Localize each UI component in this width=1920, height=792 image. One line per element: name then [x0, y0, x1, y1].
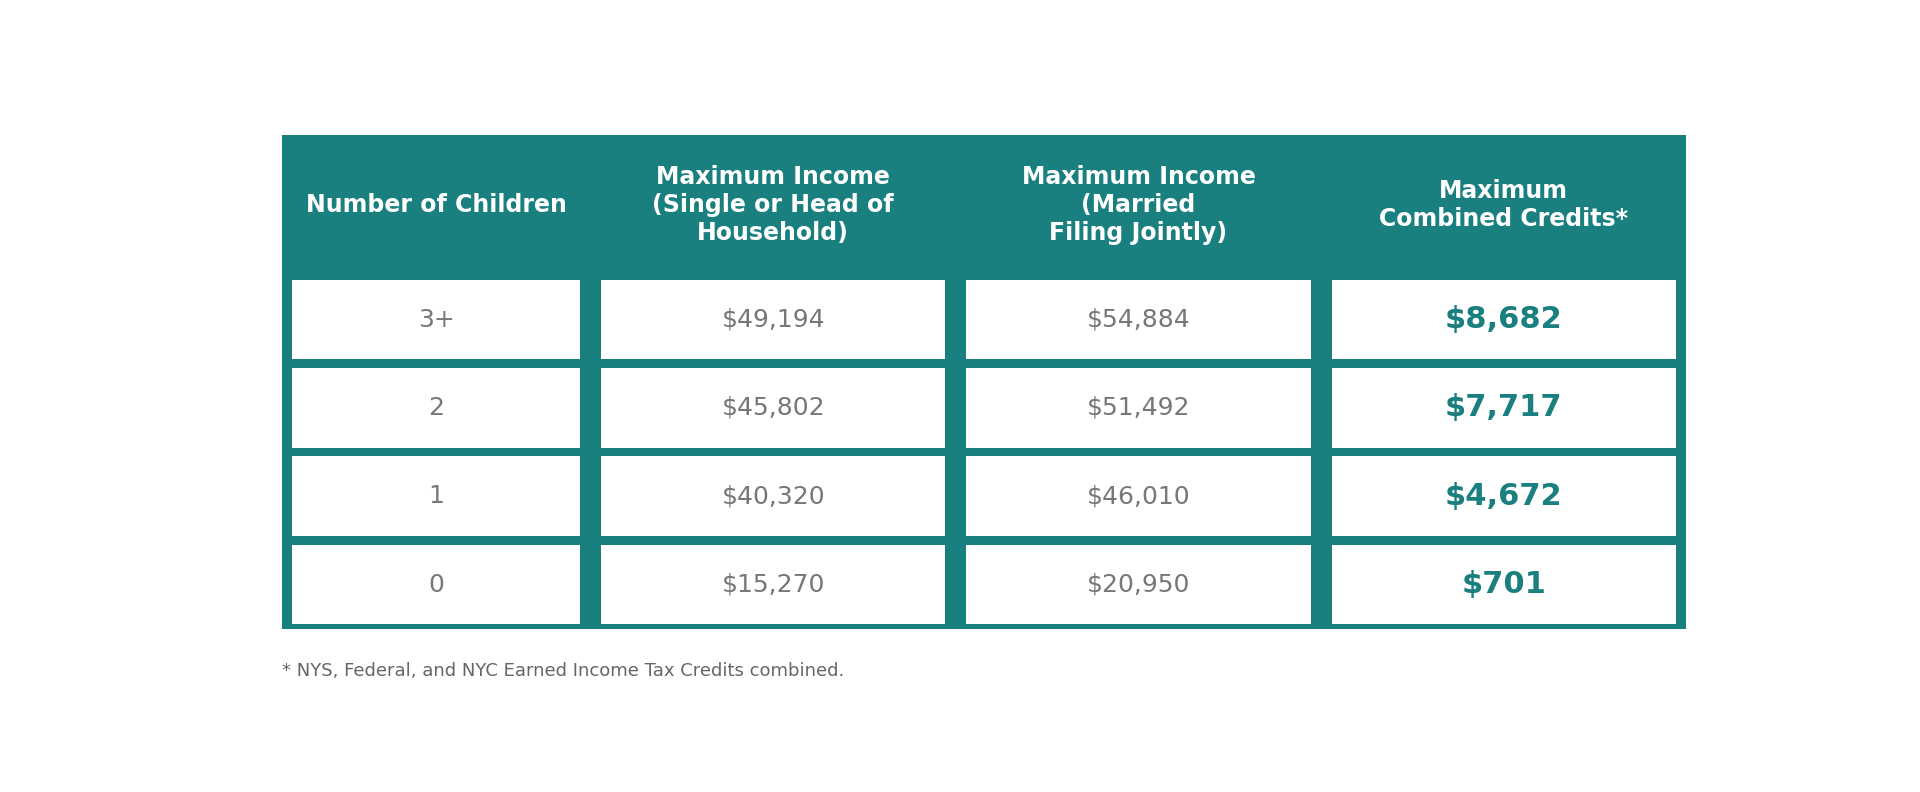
Text: $4,672: $4,672 — [1446, 482, 1563, 511]
FancyBboxPatch shape — [966, 280, 1311, 360]
Text: Maximum
Combined Credits*: Maximum Combined Credits* — [1379, 179, 1628, 231]
Text: $49,194: $49,194 — [722, 307, 826, 332]
FancyBboxPatch shape — [292, 368, 580, 447]
Text: Maximum Income
(Married
Filing Jointly): Maximum Income (Married Filing Jointly) — [1021, 166, 1256, 245]
Text: $40,320: $40,320 — [722, 484, 826, 508]
Text: 3+: 3+ — [419, 307, 455, 332]
Text: 1: 1 — [428, 484, 444, 508]
FancyBboxPatch shape — [1332, 280, 1676, 360]
Text: $45,802: $45,802 — [722, 396, 826, 420]
Text: $54,884: $54,884 — [1087, 307, 1190, 332]
FancyBboxPatch shape — [966, 545, 1311, 624]
FancyBboxPatch shape — [1332, 456, 1676, 536]
Text: $7,717: $7,717 — [1446, 394, 1563, 422]
FancyBboxPatch shape — [1332, 368, 1676, 447]
FancyBboxPatch shape — [966, 456, 1311, 536]
FancyBboxPatch shape — [292, 280, 580, 360]
Text: $8,682: $8,682 — [1446, 305, 1563, 334]
Text: 2: 2 — [428, 396, 444, 420]
FancyBboxPatch shape — [1332, 545, 1676, 624]
Text: $701: $701 — [1461, 570, 1546, 599]
Text: $20,950: $20,950 — [1087, 573, 1190, 596]
Text: $51,492: $51,492 — [1087, 396, 1190, 420]
Text: Maximum Income
(Single or Head of
Household): Maximum Income (Single or Head of Househ… — [653, 166, 895, 245]
Text: $15,270: $15,270 — [722, 573, 826, 596]
FancyBboxPatch shape — [282, 135, 1686, 629]
Text: $46,010: $46,010 — [1087, 484, 1190, 508]
FancyBboxPatch shape — [292, 545, 580, 624]
FancyBboxPatch shape — [292, 456, 580, 536]
FancyBboxPatch shape — [966, 368, 1311, 447]
FancyBboxPatch shape — [601, 368, 945, 447]
FancyBboxPatch shape — [601, 456, 945, 536]
Text: Number of Children: Number of Children — [305, 193, 566, 217]
FancyBboxPatch shape — [601, 545, 945, 624]
Text: 0: 0 — [428, 573, 444, 596]
FancyBboxPatch shape — [601, 280, 945, 360]
Text: * NYS, Federal, and NYC Earned Income Tax Credits combined.: * NYS, Federal, and NYC Earned Income Ta… — [282, 662, 845, 680]
